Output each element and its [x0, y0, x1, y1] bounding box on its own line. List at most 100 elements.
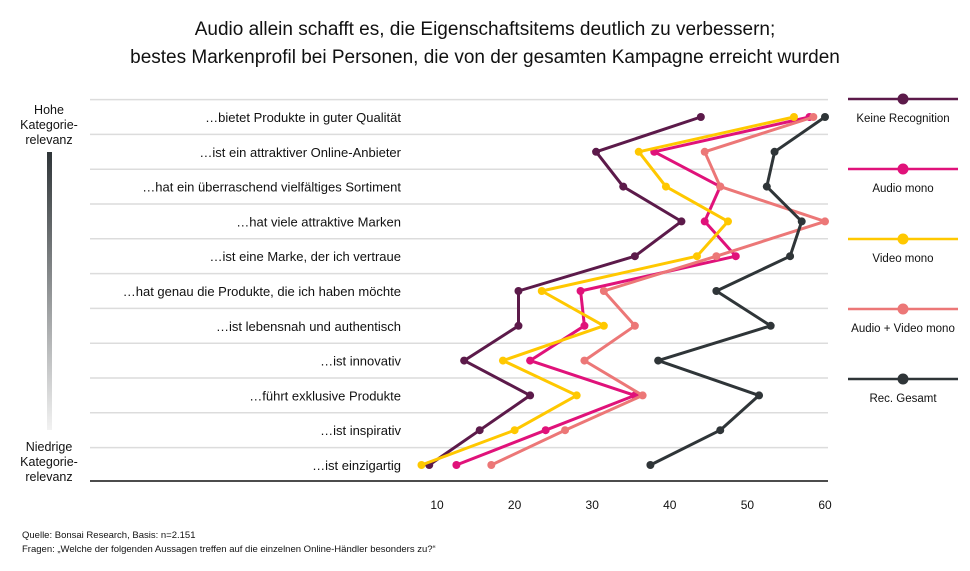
data-point [576, 287, 585, 295]
data-point [487, 461, 496, 469]
data-point [619, 182, 628, 191]
data-point [510, 426, 519, 435]
data-point [766, 321, 775, 330]
legend-swatch-marker [897, 233, 909, 245]
series-layer [417, 113, 829, 469]
legend-label: Audio + Video mono [851, 323, 955, 335]
data-point [700, 147, 709, 156]
category-label: …hat viele attraktive Marken [236, 214, 401, 229]
data-point [498, 356, 507, 365]
data-point [638, 391, 647, 400]
chart-title-line-1: Audio allein schafft es, die Eigenschaft… [195, 19, 776, 40]
data-point [541, 426, 550, 435]
category-label: …bietet Produkte in guter Qualität [205, 110, 401, 125]
data-point [762, 182, 771, 191]
data-point [821, 113, 829, 121]
data-point [700, 217, 709, 226]
relevance-axis: Hohe Kategorie- relevanz Niedrige Katego… [20, 103, 78, 484]
data-point [724, 217, 732, 226]
source-note: Quelle: Bonsai Research, Basis: n=2.151 [22, 530, 195, 541]
question-note: Fragen: „Welche der folgenden Aussagen t… [22, 544, 436, 555]
data-point [561, 426, 570, 435]
data-point [797, 217, 806, 226]
relevance-gradient-bar [47, 152, 52, 430]
x-tick-label: 30 [586, 498, 600, 512]
legend-swatch-marker [897, 373, 909, 385]
legend-swatch-marker [897, 163, 909, 175]
gridlines [90, 98, 828, 449]
category-label: …führt exklusive Produkte [249, 388, 401, 403]
relevance-high-label-2: Kategorie- [20, 118, 78, 132]
chart-title-line-2: bestes Markenprofil bei Personen, die vo… [130, 47, 840, 68]
series-video-mono [417, 113, 798, 469]
legend-label: Video mono [872, 253, 933, 265]
legend-label: Rec. Gesamt [869, 393, 937, 405]
data-point [809, 113, 818, 121]
category-label: …ist ein attraktiver Online-Anbieter [199, 145, 401, 160]
category-label: …hat genau die Produkte, die ich haben m… [123, 284, 401, 299]
x-axis-ticks: 10 20 30 40 50 60 [430, 498, 832, 512]
legend-swatch-marker [897, 93, 909, 105]
data-point [786, 252, 795, 261]
category-label: …hat ein überraschend vielfältiges Sorti… [142, 180, 401, 195]
data-point [716, 426, 725, 435]
x-tick-label: 20 [508, 498, 522, 512]
x-tick-label: 10 [430, 498, 444, 512]
data-point [580, 356, 589, 365]
x-tick-label: 50 [741, 498, 755, 512]
x-tick-label: 60 [818, 498, 832, 512]
relevance-low-label-1: Niedrige [26, 440, 73, 454]
data-point [696, 113, 705, 121]
data-point [475, 426, 484, 435]
relevance-high-label-1: Hohe [34, 103, 64, 117]
relevance-high-label-3: relevanz [25, 133, 72, 147]
series-rec-gesamt [646, 113, 829, 469]
data-point [654, 356, 663, 365]
data-point [770, 147, 779, 156]
data-point [526, 391, 535, 400]
data-point [731, 252, 740, 261]
data-point [634, 147, 643, 156]
category-label: …ist innovativ [320, 354, 401, 369]
data-point [537, 287, 546, 295]
data-point [599, 321, 608, 330]
data-point [514, 321, 523, 330]
legend-label: Audio mono [872, 183, 933, 195]
x-tick-label: 40 [663, 498, 677, 512]
data-point [630, 321, 639, 330]
data-point [789, 113, 798, 121]
data-point [712, 287, 721, 295]
data-point [452, 461, 461, 469]
category-label: …ist eine Marke, der ich vertraue [210, 249, 401, 264]
legend-swatch-marker [897, 303, 909, 315]
data-point [526, 356, 535, 365]
series-keine-recognition [425, 113, 705, 469]
data-point [572, 391, 581, 400]
relevance-low-label-2: Kategorie- [20, 455, 78, 469]
data-point [716, 182, 725, 191]
data-point [712, 252, 721, 261]
data-point [661, 182, 670, 191]
category-label: …ist inspirativ [320, 423, 401, 438]
data-point [692, 252, 701, 261]
series-audio-video-mono [487, 113, 829, 469]
data-point [630, 252, 639, 261]
data-point [755, 391, 764, 400]
data-point [580, 321, 589, 330]
series-audio-mono [452, 113, 814, 469]
data-point [599, 287, 608, 295]
legend-label: Keine Recognition [856, 113, 949, 125]
data-point [417, 461, 426, 469]
category-label: …ist einzigartig [312, 458, 401, 473]
data-point [646, 461, 655, 469]
data-point [514, 287, 523, 295]
data-point [677, 217, 686, 226]
category-labels: …bietet Produkte in guter Qualität …ist e… [123, 110, 402, 473]
data-point [821, 217, 829, 226]
data-point [592, 147, 601, 156]
category-label: …ist lebensnah und authentisch [216, 319, 401, 334]
data-point [460, 356, 469, 365]
legend: Keine Recognition Audio mono Video mono Aud… [848, 93, 958, 405]
relevance-low-label-3: relevanz [25, 470, 72, 484]
